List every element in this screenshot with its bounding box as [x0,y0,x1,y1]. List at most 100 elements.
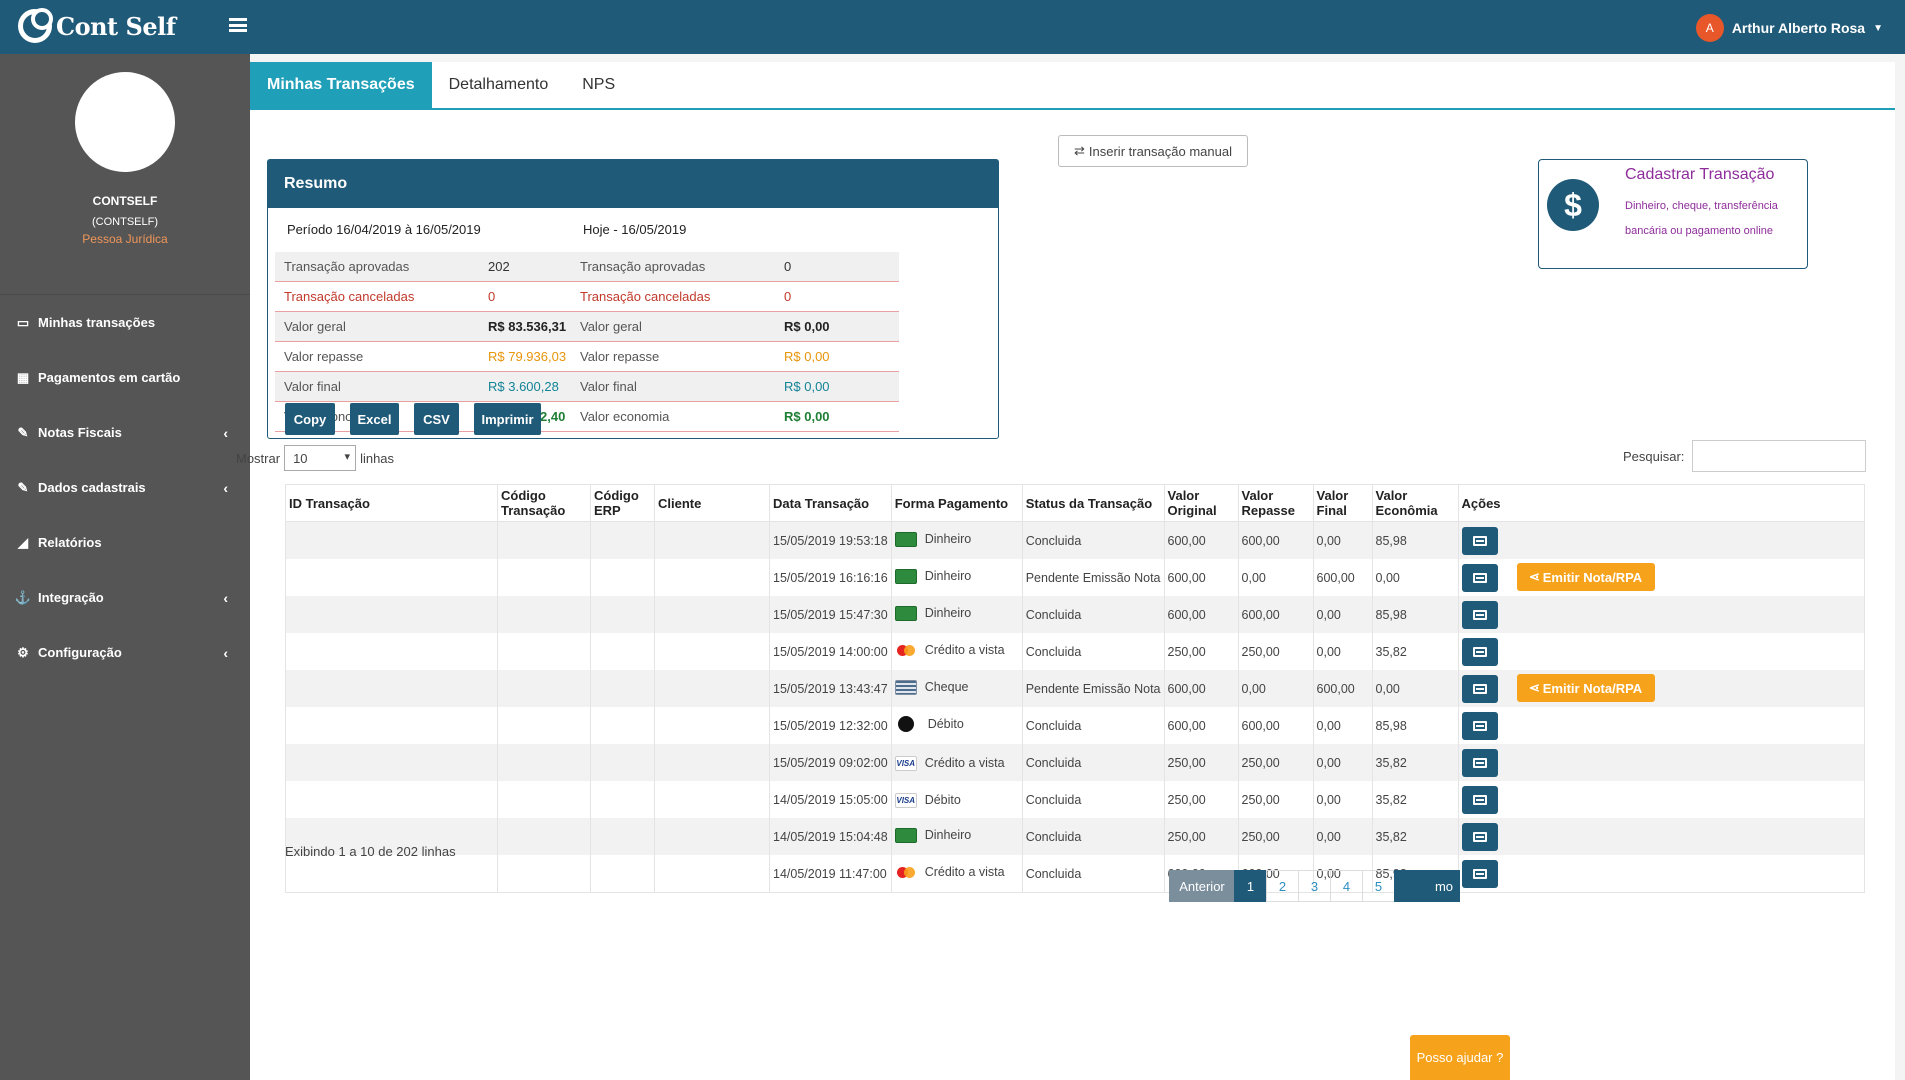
empty-cell [654,521,770,559]
emit-invoice-button[interactable]: ⋖ Emitir Nota/RPA [1516,563,1655,591]
pager-page-4[interactable]: 4 [1330,870,1363,902]
pager-page-5[interactable]: 5 [1362,870,1395,902]
column-header[interactable]: Código Transação [497,484,591,522]
sidebar-item-4[interactable]: ◢ Relatórios [0,515,250,570]
status-cell: Pendente Emissão Nota [1021,559,1165,596]
table-header-row: ID Transação Código Transação Código ERP Cl… [285,484,1866,522]
empty-cell [497,744,591,781]
empty-cell [497,596,591,633]
payment-method-cell: Cheque [890,670,1023,707]
sidebar-item-1[interactable]: ▦ Pagamentos em cartão [0,350,250,405]
column-header[interactable]: Forma Pagamento [890,484,1023,522]
empty-cell [654,855,770,893]
tab-detalhamento[interactable]: Detalhamento [448,76,549,93]
view-details-button[interactable] [1461,711,1498,740]
emit-invoice-label: Emitir Nota/RPA [1542,569,1643,585]
user-menu[interactable]: A Arthur Alberto Rosa ▼ [1695,14,1883,42]
avatar: A [1695,14,1724,42]
view-details-button[interactable] [1461,859,1498,888]
table-row: 14/05/2019 15:04:48 Dinheiro Concluida 250,… [285,818,1866,855]
column-header[interactable]: Status da Transação [1021,484,1165,522]
summary-row: Valor repasse R$ 79.936,03 [275,342,603,372]
column-header[interactable]: Valor Econômia [1371,484,1459,522]
payment-method-label: Débito [927,717,964,731]
summary-value: R$ 0,00 [784,379,830,394]
sidebar-item-0[interactable]: ▭ Minhas transações [0,295,250,350]
emit-invoice-button[interactable]: ⋖ Emitir Nota/RPA [1516,674,1655,702]
pager-page-3[interactable]: 3 [1298,870,1331,902]
emit-invoice-label: Emitir Nota/RPA [1542,680,1643,696]
table-row: 15/05/2019 16:16:16 Dinheiro Pendente Emis… [285,559,1866,596]
view-details-button[interactable] [1461,526,1498,555]
column-header[interactable]: Valor Repasse [1237,484,1314,522]
summary-row: Transação canceladas 0 [275,282,603,312]
summary-key: Valor geral [580,319,642,334]
column-header[interactable]: Data Transação [769,484,892,522]
table-row: 15/05/2019 09:02:00 VISA Crédito a vista Co… [285,744,1866,781]
view-details-button[interactable] [1461,748,1498,777]
period-title: Período 16/04/2019 à 16/05/2019 [287,222,481,237]
view-details-button[interactable] [1461,674,1498,703]
data-cell: 14/05/2019 15:04:48 [769,818,892,855]
column-header[interactable]: Código ERP [590,484,655,522]
empty-cell [590,707,655,744]
summary-key: Valor repasse [580,349,660,364]
summary-key: Transação aprovadas [580,259,706,274]
tab-minhas-transacoes[interactable]: Minhas Transações [250,62,432,108]
edit-icon: ✎ [17,479,29,495]
help-button[interactable]: Posso ajudar ? [1410,1035,1510,1080]
pager-next[interactable]: mo [1394,870,1460,902]
pager-previous[interactable]: Anterior [1169,870,1235,902]
menu-toggle-icon[interactable] [229,18,247,32]
csv-button[interactable]: CSV [414,403,459,435]
register-transaction-card[interactable]: $ Cadastrar Transação Dinheiro, cheque, … [1538,159,1808,269]
status-cell: Concluida [1021,818,1165,855]
tab-nps[interactable]: NPS [582,76,616,93]
column-header[interactable]: Ações [1457,484,1866,522]
page-length-select[interactable]: 10 [284,445,357,471]
empty-cell [497,818,591,855]
summary-panel: Resumo Período 16/04/2019 à 16/05/2019 T… [267,159,999,439]
dinheiro-icon [894,568,917,584]
brand-name: Cont Self [56,11,176,41]
column-header[interactable]: ID Transação [285,484,498,522]
chevron-left-icon: ‹ [223,589,228,606]
anchor-icon: ⚓ [14,589,32,605]
view-details-button[interactable] [1461,600,1498,629]
sidebar-item-2[interactable]: ✎ Notas Fiscais ‹ [0,405,250,460]
rep-cell: 250,00 [1237,633,1314,670]
data-cell: 14/05/2019 11:47:00 [769,855,892,893]
copy-button[interactable]: Copy [285,403,335,435]
summary-key: Transação canceladas [284,289,415,304]
insert-manual-transaction-button[interactable]: ⇄ Inserir transação manual [1058,135,1248,167]
payment-method-cell: Dinheiro [890,521,1023,559]
sidebar-item-3[interactable]: ✎ Dados cadastrais ‹ [0,460,250,515]
pager-page-1[interactable]: 1 [1234,870,1267,902]
summary-key: Valor repasse [284,349,364,364]
sidebar-item-5[interactable]: ⚓ Integração ‹ [0,570,250,625]
view-details-button[interactable] [1461,785,1498,814]
eco-cell: 85,98 [1371,521,1459,559]
excel-button[interactable]: Excel [350,403,399,435]
empty-cell [590,744,655,781]
column-header[interactable]: Valor Original [1163,484,1239,522]
search-input[interactable] [1692,440,1867,472]
view-details-button[interactable] [1461,822,1498,851]
payment-method-cell: Dinheiro [890,818,1023,855]
brand-logo[interactable]: Cont Self [18,6,176,46]
empty-cell [285,670,498,707]
sidebar-nav: ▭ Minhas transações ▦ Pagamentos em cartão ✎… [0,295,250,680]
view-details-button[interactable] [1461,563,1498,592]
sidebar-item-label: Dados cadastrais [38,480,146,495]
column-header[interactable]: Valor Final [1312,484,1373,522]
print-button[interactable]: Imprimir [474,403,541,435]
sidebar-item-6[interactable]: ⚙ Configuração ‹ [0,625,250,680]
pager-page-2[interactable]: 2 [1266,870,1299,902]
summary-value: R$ 79.936,03 [488,349,567,364]
eco-cell: 35,82 [1371,781,1459,818]
view-details-button[interactable] [1461,637,1498,666]
eco-cell: 0,00 [1371,559,1459,596]
search-control: Pesquisar: [1623,440,1867,472]
payment-method-label: Dinheiro [924,569,972,583]
column-header[interactable]: Cliente [654,484,770,522]
